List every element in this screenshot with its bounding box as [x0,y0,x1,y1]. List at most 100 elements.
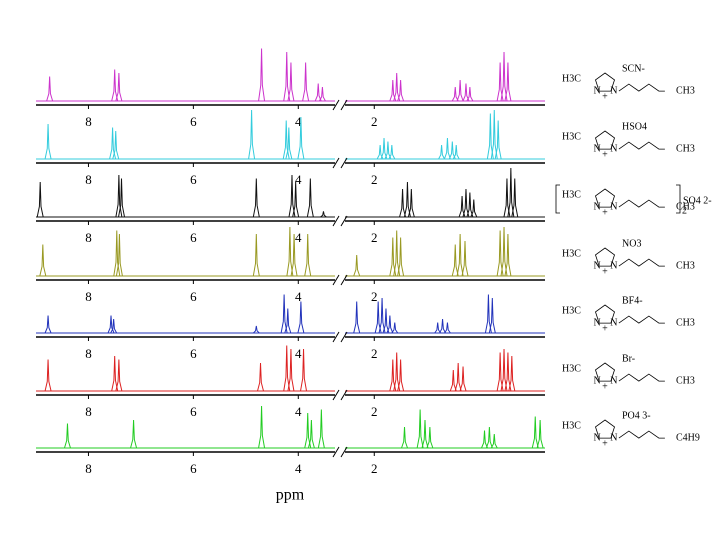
peak [280,294,288,334]
axis-break [332,389,348,401]
x-tick-label: 4 [295,230,302,245]
peak [393,230,401,277]
ring-charge: + [602,381,608,392]
peak [63,423,71,449]
peak [287,62,295,102]
axis-break [332,99,348,111]
peak [426,426,434,449]
ring-atom: N [594,375,601,386]
ring-atom: N [610,143,617,154]
ring-charge: + [602,207,608,218]
terminal-label: CH3 [676,260,695,271]
x-tick-label: 2 [371,289,378,304]
peak [500,51,508,102]
ring-atom: N [594,260,601,271]
anion-label: NO3 [622,238,641,249]
methyl-label: H3C [562,363,581,374]
peak [439,318,447,334]
peak [292,181,300,218]
x-tick-label: 8 [85,230,92,245]
peak [283,345,291,392]
peak [44,123,52,160]
peak [449,369,457,392]
peak [393,352,401,392]
peak [452,144,460,160]
peak [283,51,291,102]
peak [496,352,504,392]
x-tick-label: 2 [371,230,378,245]
peak [407,188,415,218]
terminal-label: CH3 [676,201,695,212]
peak [317,409,325,449]
peak [490,433,498,449]
peak [531,416,539,449]
peak [507,167,515,218]
peak [488,297,496,334]
imidazolium-ring [595,130,615,150]
terminal-label: CH3 [676,375,695,386]
peak [503,178,511,218]
peak [490,109,498,160]
ring-atom: N [594,375,601,386]
ring-charge: + [602,438,608,449]
butyl-chain [618,430,665,439]
ring-atom: N [594,201,601,212]
peak [300,348,308,392]
peak [287,348,295,392]
peak [511,178,519,218]
peak [252,233,260,277]
peak [252,178,260,218]
peak [115,233,123,277]
ring-atom: N [594,201,601,212]
peak [314,83,322,102]
ring-atom: N [610,85,617,96]
peak [504,62,512,102]
terminal-label: CH3 [676,85,695,96]
peak [318,86,326,102]
peak [500,226,508,277]
peak [462,188,470,218]
peak [115,72,123,102]
peak [456,233,464,277]
peak [252,325,260,334]
peak [470,199,478,218]
peak [459,366,467,392]
ring-atom: N [610,317,617,328]
peak [111,69,119,102]
peak [454,362,462,392]
peak [421,419,429,449]
peak [448,141,456,160]
bracket [555,184,681,214]
peak [386,315,394,334]
x-tick-label: 4 [295,172,302,187]
peak [444,322,451,334]
peak [438,144,446,160]
imidazolium-ring [595,72,615,92]
peak [461,240,469,277]
x-tick-label: 4 [295,404,302,419]
peak [399,188,407,218]
peak [353,301,361,334]
peak [285,127,293,160]
peak [302,62,310,102]
x-tick-label: 6 [190,461,197,476]
peak [388,144,396,160]
methyl-label: H3C [562,305,581,316]
methyl-label: H3C [562,131,581,142]
x-tick-label: 8 [85,346,92,361]
methyl-label: H3C [562,189,581,200]
methyl-label: H3C [562,420,581,431]
ring-charge: + [602,91,608,102]
peak [466,192,474,218]
x-tick-label: 6 [190,346,197,361]
methyl-label: H3C [562,73,581,84]
peak [393,72,401,102]
ring-atom: N [594,85,601,96]
butyl-chain [618,373,665,382]
ring-charge: + [602,266,608,277]
peak [111,355,119,392]
peak [320,211,327,218]
peak [462,83,470,102]
ring-atom: N [594,85,601,96]
